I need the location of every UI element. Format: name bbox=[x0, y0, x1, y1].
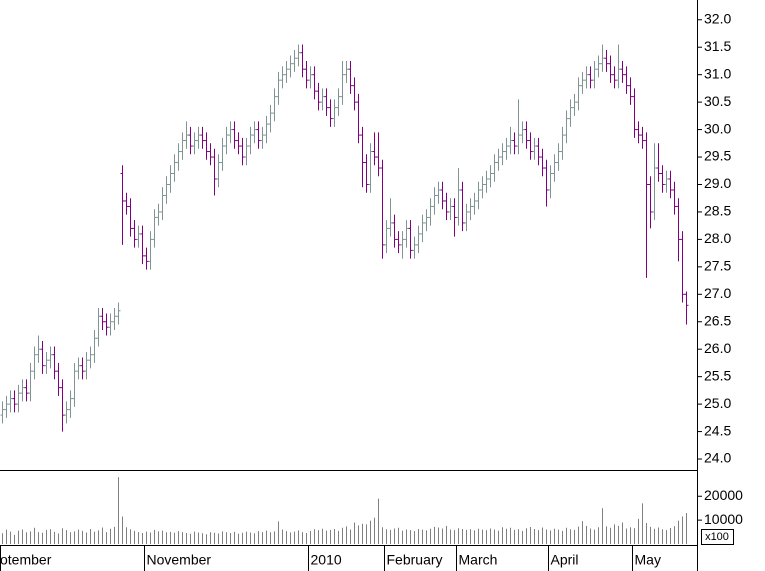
y-tick-label: 27.5 bbox=[704, 258, 731, 274]
y-tick-label: 26.5 bbox=[704, 312, 731, 328]
x-tick-label: otember bbox=[0, 552, 52, 568]
y-tick-label: 31.5 bbox=[704, 38, 731, 54]
unit-box bbox=[701, 529, 734, 545]
y-tick-label: 25.0 bbox=[704, 395, 731, 411]
y-tick-label: 32.0 bbox=[704, 10, 731, 26]
y-tick-label: 30.0 bbox=[704, 120, 731, 136]
volume-unit: x100 bbox=[705, 531, 729, 543]
y-tick-label: 31.0 bbox=[704, 65, 731, 81]
y-tick-label: 29.0 bbox=[704, 175, 731, 191]
x-tick-label: February bbox=[387, 552, 443, 568]
y-tick-label: 28.5 bbox=[704, 203, 731, 219]
x-tick-label: March bbox=[459, 552, 498, 568]
x-tick-label: May bbox=[635, 552, 661, 568]
y-tick-label: 24.5 bbox=[704, 422, 731, 438]
volume-tick-label: 10000 bbox=[704, 511, 743, 527]
y-tick-label: 25.5 bbox=[704, 367, 731, 383]
y-tick-label: 24.0 bbox=[704, 450, 731, 466]
y-tick-label: 29.5 bbox=[704, 148, 731, 164]
y-tick-label: 30.5 bbox=[704, 93, 731, 109]
x-tick-label: April bbox=[551, 552, 579, 568]
y-tick-label: 28.0 bbox=[704, 230, 731, 246]
volume-tick-label: 20000 bbox=[704, 487, 743, 503]
y-tick-label: 27.0 bbox=[704, 285, 731, 301]
x-tick-label: 2010 bbox=[311, 552, 342, 568]
y-tick-label: 26.0 bbox=[704, 340, 731, 356]
x-tick-label: November bbox=[147, 552, 212, 568]
